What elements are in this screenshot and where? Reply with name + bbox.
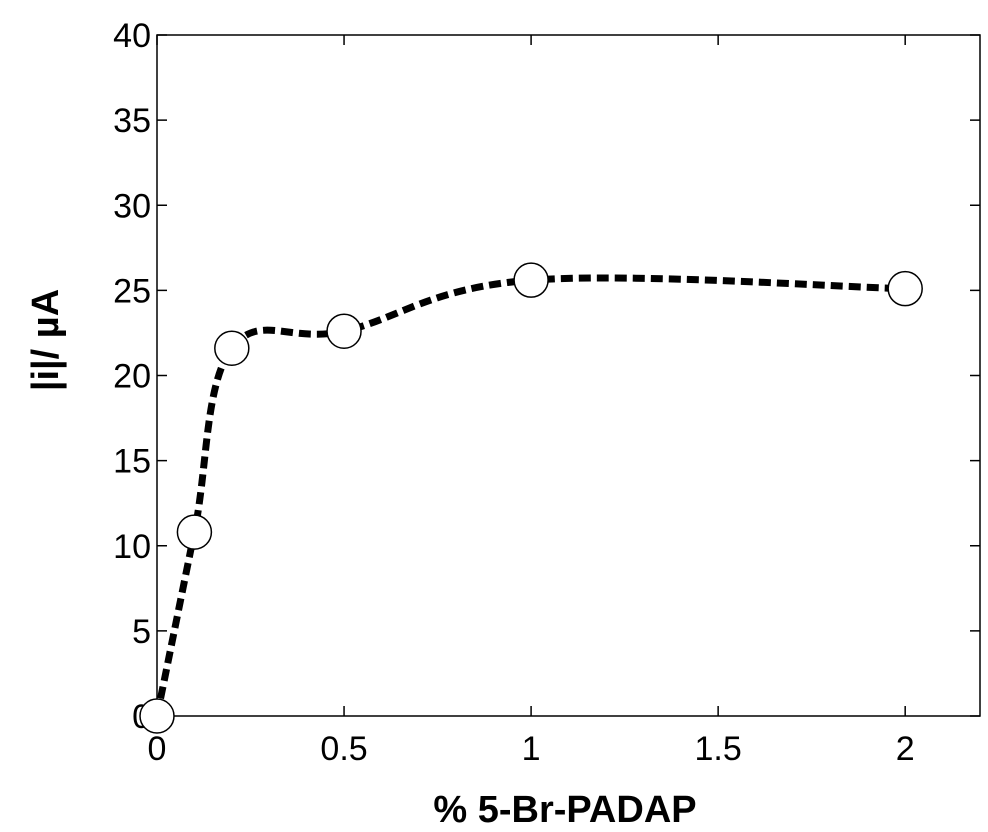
data-point — [513, 262, 549, 298]
y-tick-label: 15 — [113, 443, 151, 481]
ticks — [156, 34, 980, 717]
x-tick-label: 0 — [148, 730, 167, 768]
x-tick-label: 2 — [896, 730, 915, 768]
y-tick-label: 25 — [113, 272, 151, 310]
data-point — [176, 514, 213, 550]
y-tick-label: 20 — [113, 358, 151, 396]
y-tick-label: 5 — [132, 613, 151, 651]
y-axis-title: |i|/ µA — [25, 289, 67, 391]
series-line — [153, 274, 906, 717]
markers — [139, 262, 923, 734]
data-point — [326, 313, 362, 349]
data-point — [887, 270, 923, 307]
y-tick-label: 30 — [113, 187, 151, 225]
y-tick-label: 35 — [113, 102, 151, 140]
x-tick-label: 1.5 — [695, 730, 742, 768]
x-tick-label: 0.5 — [320, 730, 367, 768]
data-point — [214, 330, 250, 367]
y-tick-label: 40 — [113, 17, 151, 55]
x-axis-title: % 5-Br-PADAP — [433, 789, 696, 831]
tick-labels: 051015202530354000.511.52 — [113, 17, 914, 768]
plot-frame — [156, 34, 981, 717]
x-tick-label: 1 — [522, 730, 541, 768]
y-tick-label: 10 — [113, 528, 151, 566]
data-point — [139, 698, 175, 734]
